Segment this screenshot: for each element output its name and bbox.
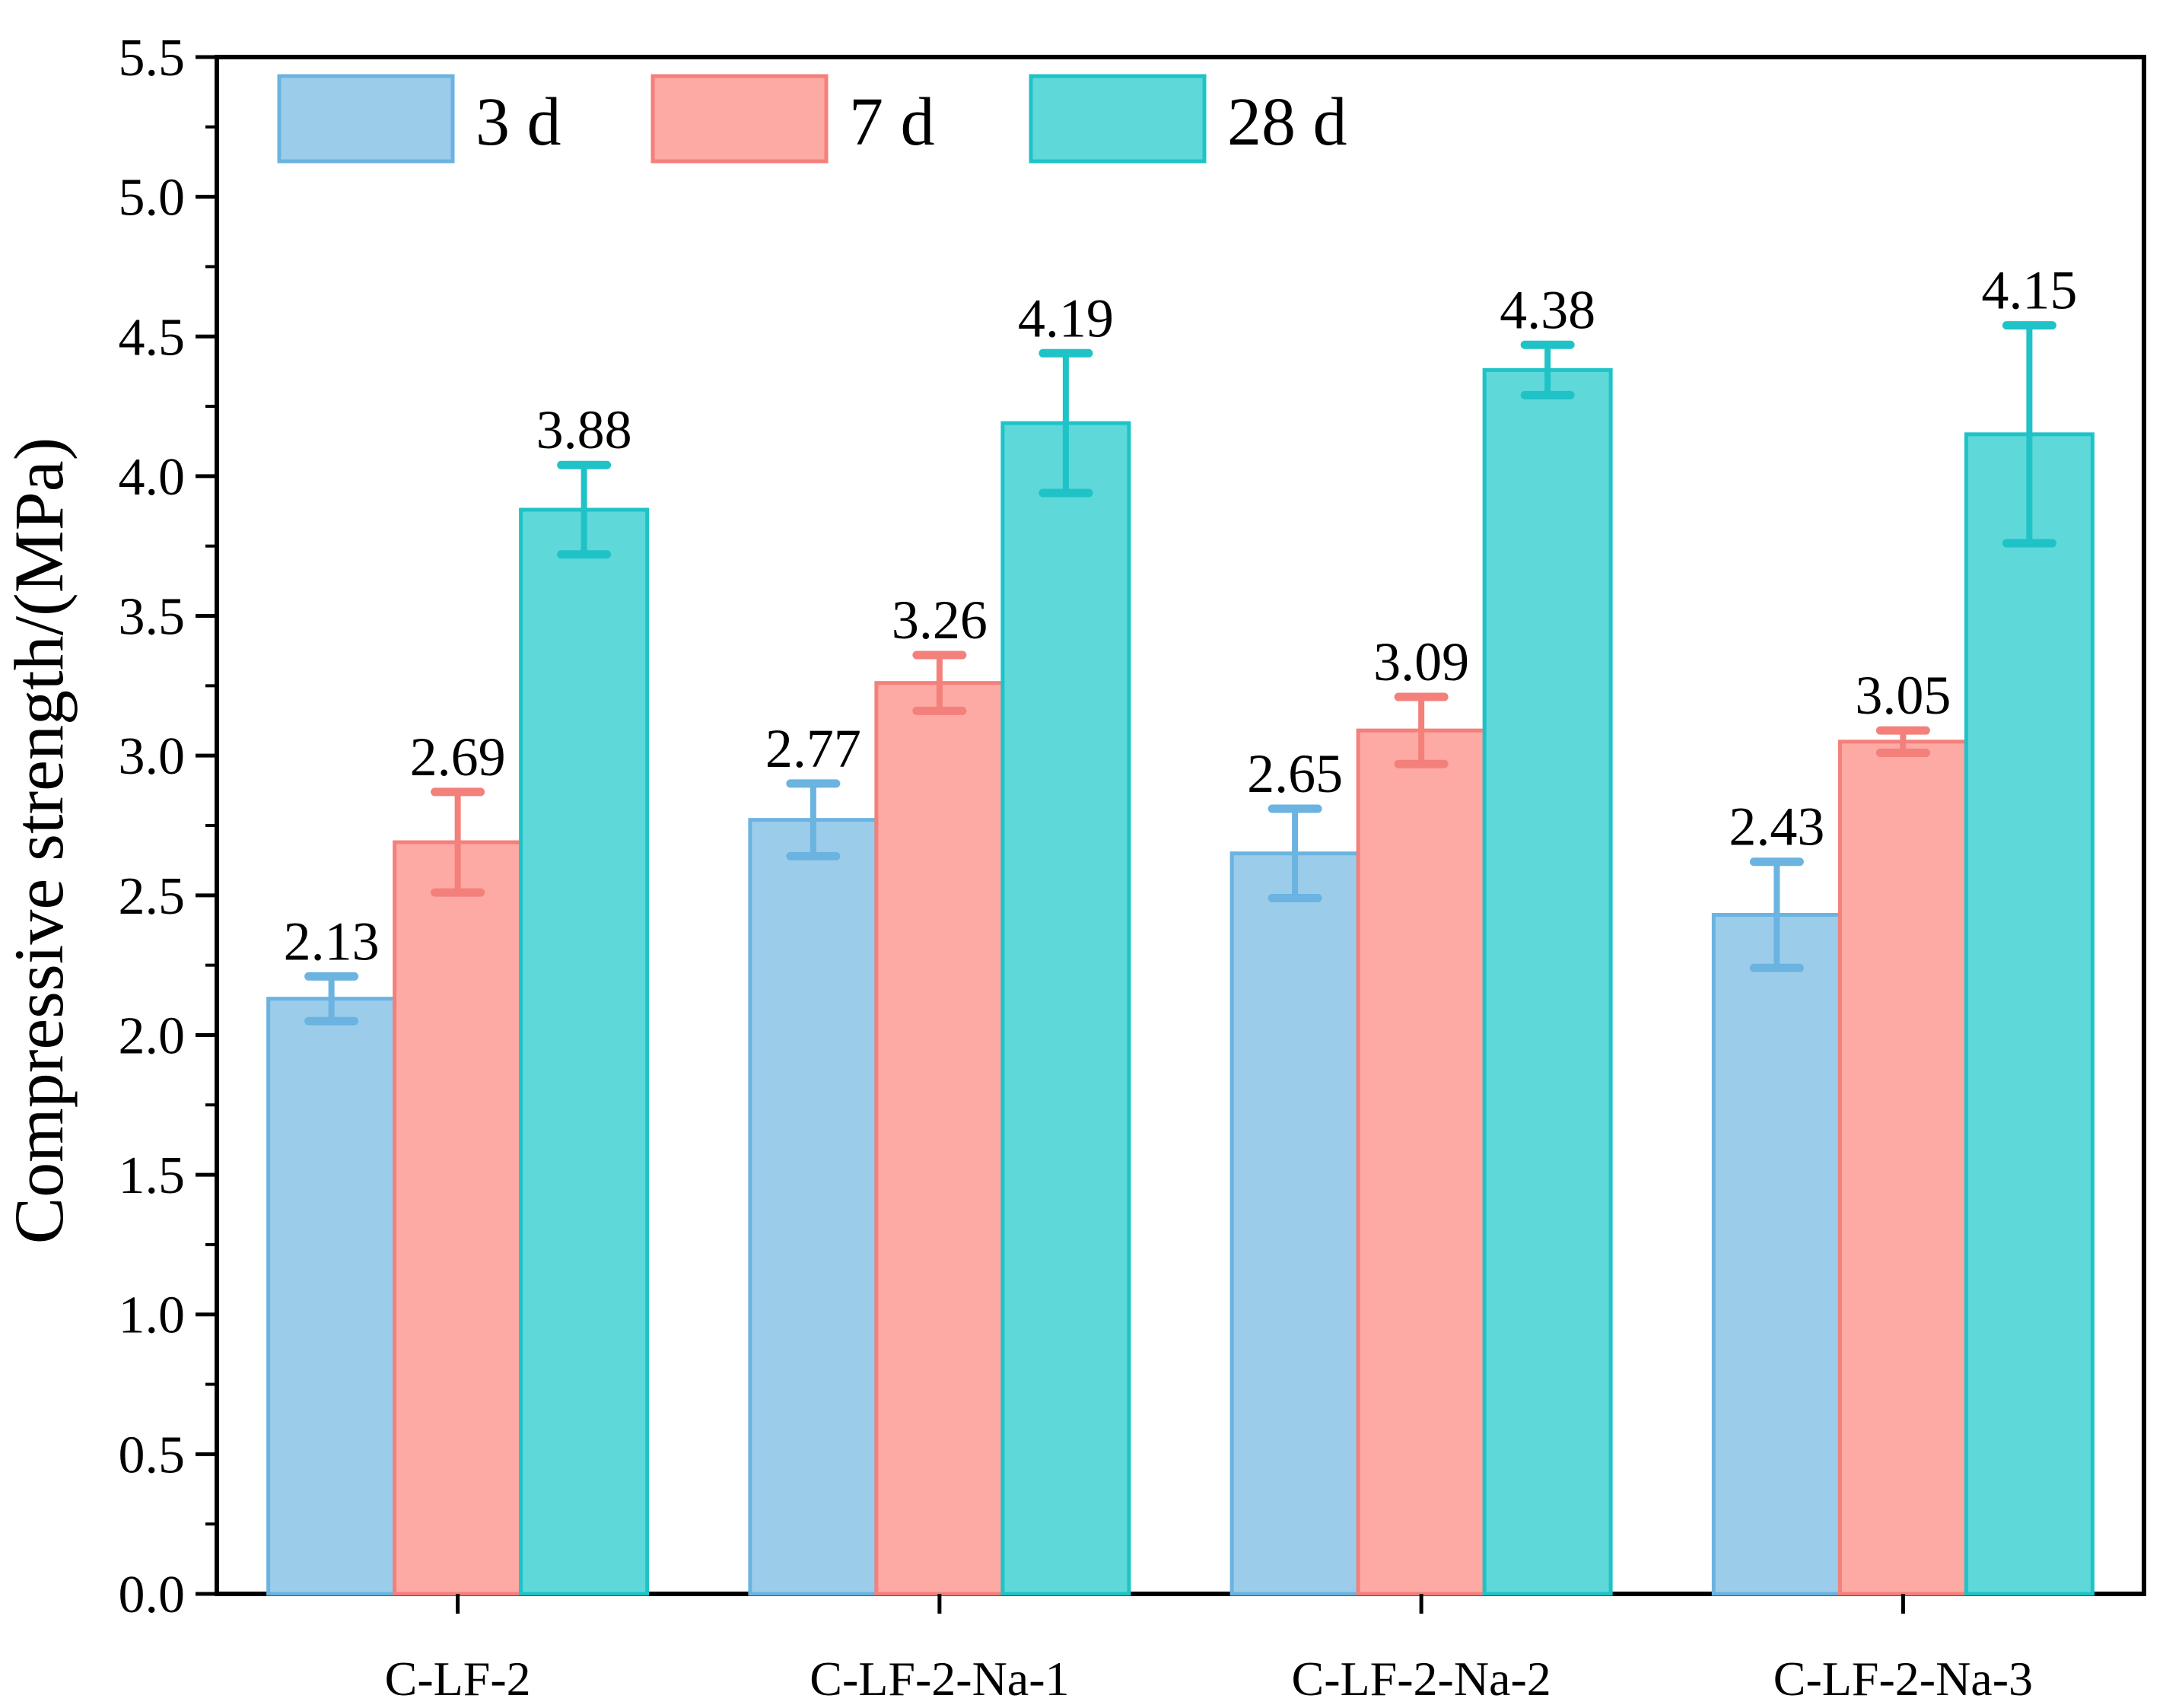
error-bars-group	[304, 321, 2056, 1026]
data-label: 4.15	[1981, 260, 2077, 321]
y-tick-label: 4.5	[119, 308, 186, 367]
data-label: 3.26	[892, 590, 988, 650]
legend-label: 28 d	[1227, 84, 1347, 160]
data-label: 3.05	[1855, 665, 1951, 726]
y-tick-label: 5.0	[119, 169, 186, 227]
bar-28d-3	[1482, 367, 1613, 1596]
bar-3d-2	[748, 818, 879, 1596]
data-label: 2.13	[284, 911, 380, 972]
legend-swatch-3d	[277, 74, 455, 164]
data-label: 4.19	[1018, 288, 1114, 348]
bar-7d-1	[393, 840, 523, 1596]
y-tick-label: 4.0	[119, 448, 186, 507]
bar-3d-1	[266, 997, 397, 1596]
data-label: 4.38	[1500, 279, 1595, 340]
bar-28d-4	[1964, 432, 2095, 1596]
data-label: 2.69	[410, 727, 506, 787]
data-label: 3.88	[536, 399, 632, 460]
legend-label: 3 d	[476, 84, 561, 160]
data-label: 2.43	[1729, 797, 1824, 857]
axes-group: C-LF-2 C-LF-2-Na-1 C-LF-2-Na-2 C-LF-2-Na-3 0…	[119, 29, 2034, 1706]
y-tick-label: 2.5	[119, 867, 186, 926]
legend: 3 d 7 d 28 d	[277, 74, 1347, 164]
legend-swatch-7d	[650, 74, 829, 164]
x-tick-label: C-LF-2	[385, 1652, 531, 1706]
legend-swatch-28d	[1029, 74, 1207, 164]
y-tick-label: 0.5	[119, 1426, 186, 1484]
y-tick-label: 1.0	[119, 1287, 186, 1345]
bar-7d-2	[874, 681, 1005, 1596]
data-label: 2.77	[765, 718, 861, 779]
y-tick-label: 5.5	[119, 29, 186, 87]
bars-group	[266, 367, 2095, 1596]
bar-3d-4	[1711, 913, 1842, 1596]
y-tick-label: 2.0	[119, 1007, 186, 1065]
data-label: 3.09	[1373, 631, 1469, 692]
x-tick-label: C-LF-2-Na-2	[1292, 1652, 1551, 1706]
bar-28d-1	[519, 507, 650, 1596]
x-tick-label: C-LF-2-Na-1	[810, 1652, 1069, 1706]
bar-3d-3	[1229, 851, 1360, 1596]
data-label: 2.65	[1247, 743, 1343, 804]
bar-7d-3	[1356, 728, 1487, 1596]
y-tick-label: 1.5	[119, 1147, 186, 1205]
x-tick-label: C-LF-2-Na-3	[1773, 1652, 2033, 1706]
data-labels-group: 2.13 2.69 3.88 2.77 3.26 4.19 2.65 3.09 4.38 2.43…	[284, 260, 2078, 972]
y-tick-label: 3.5	[119, 588, 186, 647]
bar-28d-2	[1000, 421, 1131, 1596]
bar-7d-4	[1837, 739, 1968, 1596]
y-tick-label: 3.0	[119, 727, 186, 786]
y-tick-label: 0.0	[119, 1566, 186, 1624]
legend-label: 7 d	[849, 84, 935, 160]
y-axis-title: Compressive strength/(MPa)	[0, 437, 78, 1244]
